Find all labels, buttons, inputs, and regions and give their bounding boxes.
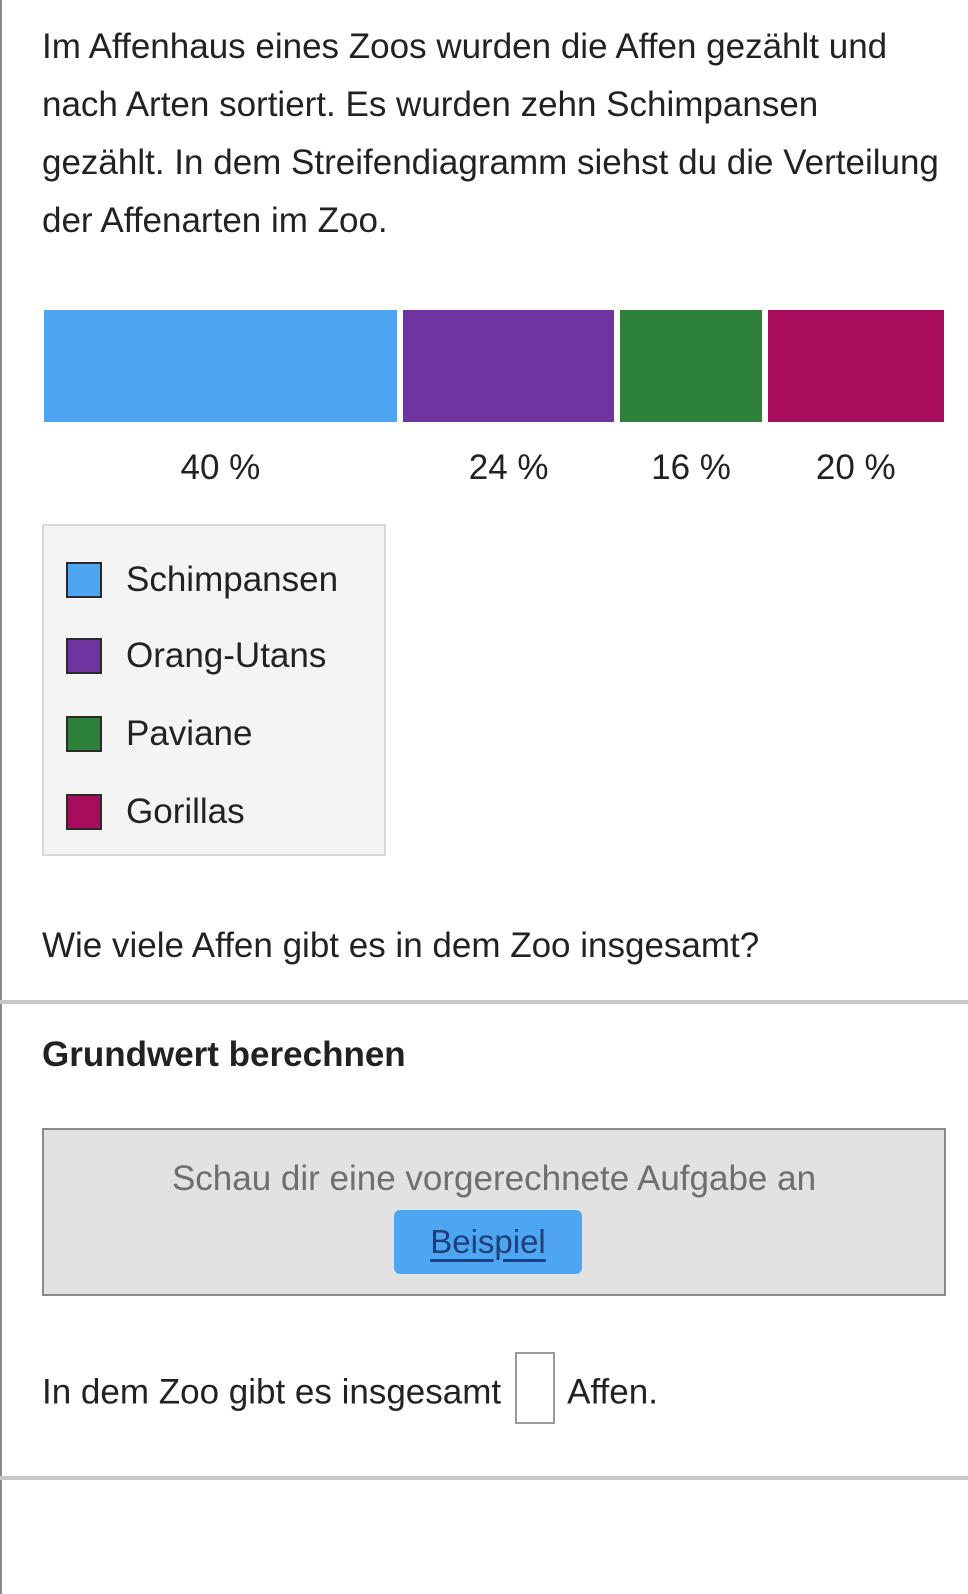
answer-input[interactable] (515, 1352, 556, 1424)
example-hint-text: Schau dir eine vorgerechnete Aufgabe an (171, 1159, 817, 1198)
legend-swatch-orang-utans (66, 638, 102, 674)
bar-segment-orang-utans (402, 310, 615, 422)
answer-sentence: In dem Zoo gibt es insgesamt Affen. (42, 1352, 658, 1424)
question-text: Wie viele Affen gibt es in dem Zoo insge… (42, 926, 760, 965)
stacked-strip-chart (44, 310, 944, 422)
value-label-schimpansen: 40 % (180, 448, 261, 487)
answer-prefix: In dem Zoo gibt es insgesamt (42, 1372, 502, 1412)
bar-segment-schimpansen (44, 310, 397, 422)
example-box: Schau dir eine vorgerechnete Aufgabe an … (42, 1128, 946, 1296)
legend-label-paviane: Paviane (126, 714, 253, 753)
left-border (0, 0, 2, 1594)
value-label-orang-utans: 24 % (468, 448, 549, 487)
intro-text: Im Affenhaus eines Zoos wurden die Affen… (42, 27, 939, 240)
bottom-divider (0, 1476, 968, 1480)
legend-label-schimpansen: Schimpansen (126, 560, 339, 599)
legend-swatch-schimpansen (66, 562, 102, 598)
legend-swatch-paviane (66, 716, 102, 752)
section-divider (0, 1000, 968, 1004)
chart-legend: Schimpansen Orang-Utans Paviane Gorillas (42, 524, 386, 856)
section-title: Grundwert berechnen (42, 1035, 406, 1074)
answer-suffix: Affen. (567, 1372, 658, 1412)
bar-segment-gorillas (767, 310, 944, 422)
value-label-paviane: 16 % (651, 448, 731, 487)
legend-swatch-gorillas (66, 794, 102, 830)
legend-label-gorillas: Gorillas (126, 792, 245, 831)
value-label-gorillas: 20 % (815, 448, 896, 487)
beispiel-button[interactable]: Beispiel (394, 1210, 582, 1274)
legend-label-orang-utans: Orang-Utans (126, 636, 327, 675)
bar-segment-paviane (620, 310, 762, 422)
